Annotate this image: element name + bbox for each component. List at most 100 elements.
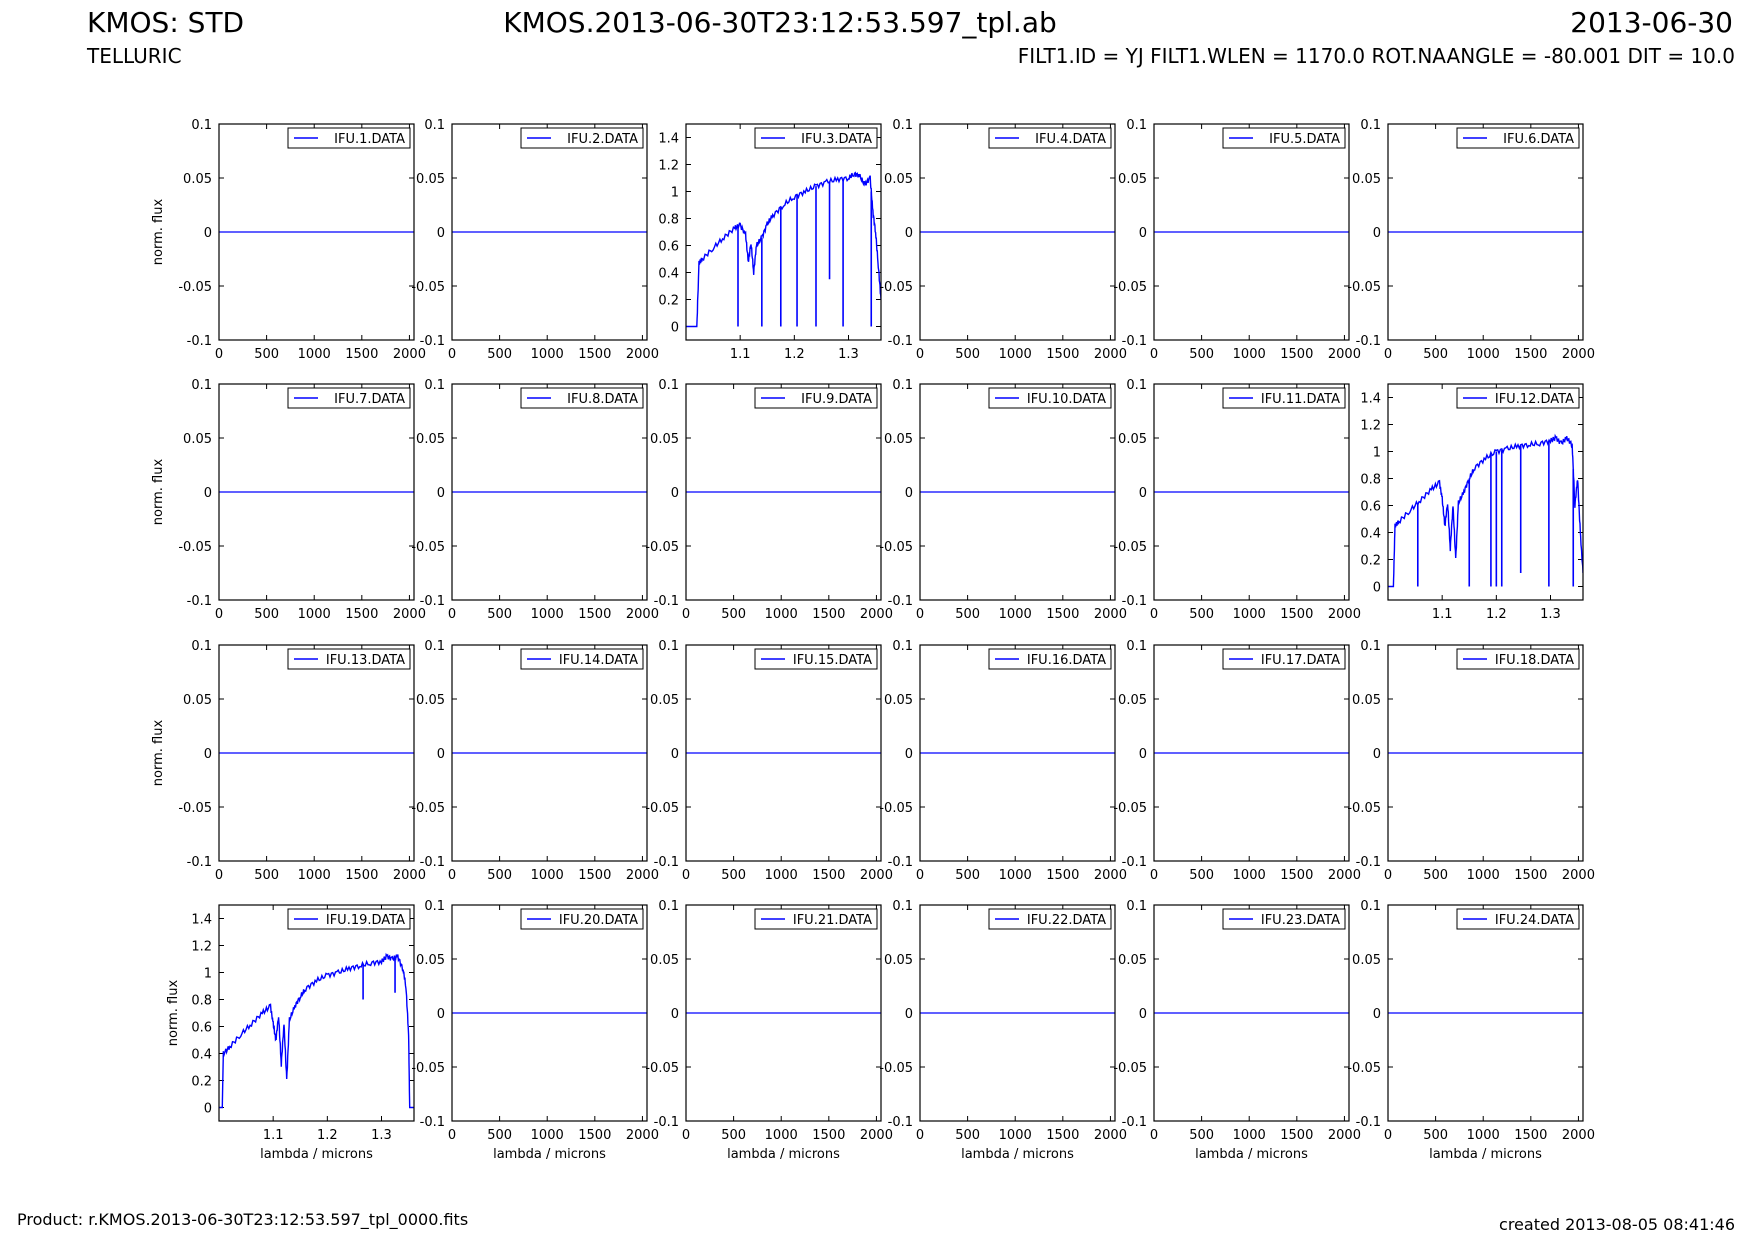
x-tick-label: 1500	[578, 868, 611, 883]
created-label: created 2013-08-05 08:41:46	[1499, 1215, 1735, 1234]
panel-11: -0.1 -0.05 0 0.05 0.1 0 500 1000 1500 2000 IFU.11.…	[1113, 378, 1361, 622]
legend-label: IFU.9.DATA	[801, 392, 872, 407]
y-tick-label: 0.05	[416, 172, 445, 187]
x-tick-label: 0	[448, 868, 456, 883]
x-tick-label: 1000	[531, 868, 564, 883]
x-tick-label: 2000	[626, 868, 659, 883]
y-tick-label: 0.05	[1352, 172, 1381, 187]
x-tick-label: 1000	[999, 347, 1032, 362]
x-tick-label: 2000	[393, 868, 426, 883]
x-tick-label: 500	[254, 868, 279, 883]
product-label: Product: r.KMOS.2013-06-30T23:12:53.597_…	[17, 1210, 469, 1229]
x-tick-label: 2000	[1328, 347, 1361, 362]
y-tick-label: -0.05	[1113, 1061, 1147, 1076]
x-tick-label: 0	[1384, 347, 1392, 362]
axes-frame	[218, 383, 415, 601]
x-axis-label: lambda / microns	[260, 1147, 373, 1162]
y-tick-label: 0.1	[658, 378, 679, 393]
legend-box	[520, 127, 644, 149]
axes-frame	[919, 383, 1116, 601]
y-tick-label: 0.05	[650, 953, 679, 968]
x-tick-label: 500	[487, 868, 512, 883]
x-tick-label: 1000	[765, 868, 798, 883]
panel-23: -0.1 -0.05 0 0.05 0.1 0 500 1000 1500 2000 IFU.23.…	[1113, 899, 1361, 1162]
panel-17: -0.1 -0.05 0 0.05 0.1 0 500 1000 1500 2000 IFU.17.…	[1113, 639, 1361, 883]
x-tick-label: 500	[1189, 607, 1214, 622]
y-tick-label: 0	[671, 486, 679, 501]
x-tick-label: 1500	[1046, 607, 1079, 622]
legend-label: IFU.14.DATA	[559, 653, 638, 668]
panel-8: -0.1 -0.05 0 0.05 0.1 0 500 1000 1500 2000 IFU.8.D…	[411, 378, 659, 622]
y-tick-label: 1	[1373, 446, 1381, 461]
x-tick-label: 0	[916, 607, 924, 622]
y-tick-label: 0.05	[183, 432, 212, 447]
y-tick-label: 0.1	[892, 378, 913, 393]
legend-label: IFU.19.DATA	[326, 913, 405, 928]
panel-14: -0.1 -0.05 0 0.05 0.1 0 500 1000 1500 2000 IFU.14.…	[411, 639, 659, 883]
y-tick-label: 0.1	[424, 899, 445, 914]
legend-box	[520, 648, 644, 670]
legend-label: IFU.1.DATA	[334, 132, 405, 147]
panel-10: -0.1 -0.05 0 0.05 0.1 0 500 1000 1500 2000 IFU.10.…	[879, 378, 1127, 622]
y-tick-label: 0.4	[1360, 527, 1381, 542]
y-tick-label: 0.1	[892, 118, 913, 133]
panel-24: -0.1 -0.05 0 0.05 0.1 0 500 1000 1500 2000 IFU.24.…	[1347, 899, 1595, 1162]
axes-background	[1388, 384, 1583, 600]
x-tick-label: 500	[721, 607, 746, 622]
y-tick-label: 0.1	[1126, 118, 1147, 133]
y-tick-label: -0.1	[1122, 855, 1147, 870]
y-tick-label: -0.05	[411, 801, 445, 816]
y-tick-label: 0	[905, 226, 913, 241]
x-tick-label: 500	[1189, 1128, 1214, 1143]
x-tick-label: 1500	[812, 868, 845, 883]
legend-label: IFU.18.DATA	[1495, 653, 1574, 668]
legend-label: IFU.6.DATA	[1503, 132, 1574, 147]
x-tick-label: 1000	[1233, 347, 1266, 362]
y-tick-label: -0.05	[879, 280, 913, 295]
y-tick-label: 0.1	[424, 639, 445, 654]
y-tick-label: 0	[437, 747, 445, 762]
panel-16: -0.1 -0.05 0 0.05 0.1 0 500 1000 1500 2000 IFU.16.…	[879, 639, 1127, 883]
x-tick-label: 1500	[1280, 868, 1313, 883]
legend-box	[1456, 908, 1580, 930]
x-tick-label: 500	[1423, 347, 1448, 362]
legend-label: IFU.11.DATA	[1261, 392, 1340, 407]
y-tick-label: 1	[671, 186, 679, 201]
y-tick-label: 0	[1139, 486, 1147, 501]
y-tick-label: -0.05	[879, 540, 913, 555]
legend-label: IFU.20.DATA	[559, 913, 638, 928]
y-tick-label: -0.1	[654, 1115, 679, 1130]
x-tick-label: 2000	[626, 1128, 659, 1143]
y-tick-label: -0.05	[1347, 1061, 1381, 1076]
y-tick-label: -0.05	[1113, 540, 1147, 555]
y-tick-label: -0.1	[1356, 334, 1381, 349]
y-tick-label: 0.1	[191, 118, 212, 133]
x-tick-label: 2000	[1094, 607, 1127, 622]
panel-9: -0.1 -0.05 0 0.05 0.1 0 500 1000 1500 2000 IFU.9.D…	[645, 378, 893, 622]
x-tick-label: 1500	[1046, 868, 1079, 883]
panel-3: 0 0.2 0.4 0.6 0.8 1 1.2 1.4 1.1 1.2 1.3 IFU.3.DATA	[658, 123, 882, 362]
x-tick-label: 2000	[1562, 347, 1595, 362]
y-tick-label: -0.05	[1347, 801, 1381, 816]
y-tick-label: -0.05	[411, 1061, 445, 1076]
y-tick-label: -0.05	[178, 280, 212, 295]
axes-frame	[685, 383, 882, 601]
legend-box	[754, 387, 878, 409]
axes-frame	[451, 123, 648, 341]
y-tick-label: 1.2	[1360, 419, 1381, 434]
x-tick-label: 0	[682, 1128, 690, 1143]
y-tick-label: 0	[1373, 1007, 1381, 1022]
x-tick-label: 1000	[1467, 868, 1500, 883]
axes-frame	[218, 644, 415, 862]
legend-box	[988, 127, 1112, 149]
y-tick-label: 0.05	[1118, 953, 1147, 968]
y-tick-label: 0	[905, 1007, 913, 1022]
legend-label: IFU.23.DATA	[1261, 913, 1340, 928]
y-tick-label: 0.05	[650, 432, 679, 447]
y-tick-label: 0.1	[191, 378, 212, 393]
axes-frame	[919, 904, 1116, 1122]
y-tick-label: -0.05	[1113, 280, 1147, 295]
axes-frame	[1153, 904, 1350, 1122]
y-tick-label: 0	[671, 747, 679, 762]
y-tick-label: 0.8	[1360, 473, 1381, 488]
